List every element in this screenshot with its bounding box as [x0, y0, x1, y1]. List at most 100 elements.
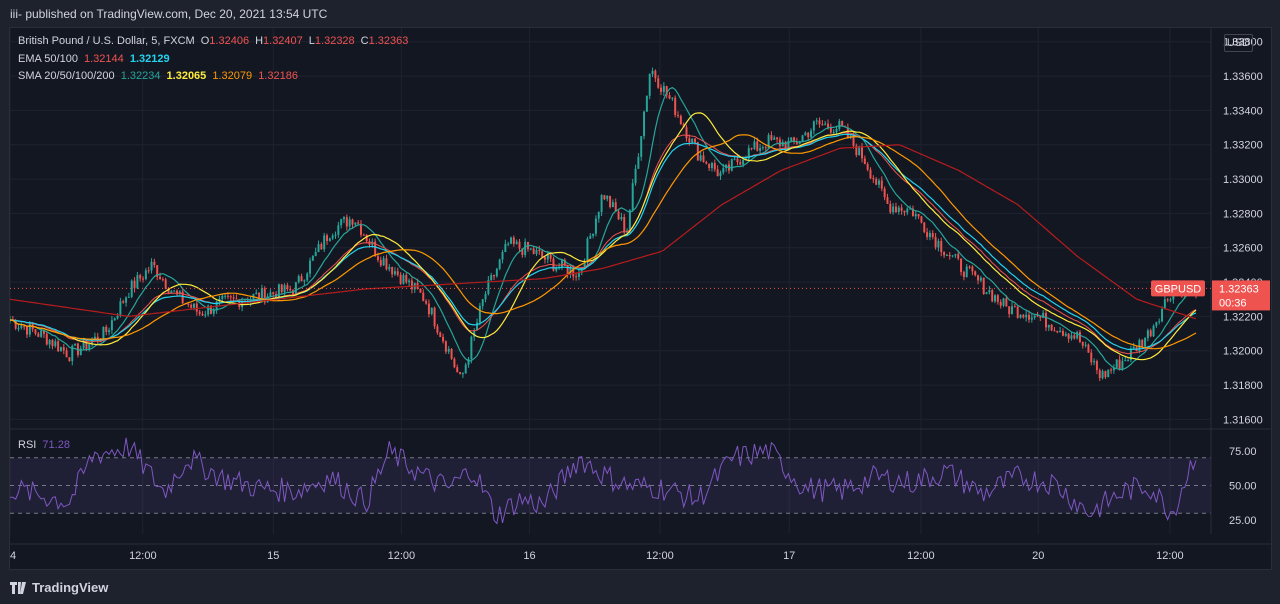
rsi-tick-label: 75.00 — [1229, 446, 1257, 458]
candle-body — [1084, 344, 1087, 346]
candle-body — [982, 277, 985, 295]
candle-body — [393, 271, 396, 275]
candle-body — [759, 148, 762, 151]
candle-body — [464, 364, 467, 374]
ohlc-values: O1.32406 H1.32407 L1.32328 C1.32363 — [201, 35, 415, 47]
candle-body — [886, 197, 889, 204]
candle-body — [93, 336, 96, 341]
candle-body — [1163, 299, 1166, 309]
candle-body — [224, 295, 227, 297]
sma50-line — [10, 112, 1197, 361]
candle-body — [609, 195, 612, 208]
candle-body — [456, 367, 459, 373]
candle-body — [1044, 312, 1047, 328]
candle-body — [280, 284, 283, 293]
candle-body — [105, 326, 108, 332]
candle-body — [490, 275, 493, 280]
candle-body — [524, 241, 527, 255]
candle-body — [677, 115, 679, 117]
candle-body — [795, 141, 798, 144]
candle-body — [917, 214, 920, 217]
candle-body — [133, 280, 136, 289]
candle-body — [62, 347, 65, 351]
symbol-title: British Pound / U.S. Dollar, 5, FXCM — [18, 35, 195, 47]
candle-body — [594, 218, 597, 234]
candle-body — [297, 276, 300, 283]
candle-body — [617, 211, 620, 220]
candle-body — [1093, 361, 1096, 363]
candle-body — [1101, 371, 1104, 379]
candle-body — [235, 298, 238, 300]
candle-body — [869, 169, 872, 179]
price-tick-label: 1.32800 — [1223, 208, 1263, 220]
candle-body — [1005, 298, 1008, 307]
candle-body — [538, 249, 541, 252]
moving-averages — [10, 86, 1197, 370]
candle-body — [807, 132, 810, 138]
candle-body — [909, 208, 912, 210]
candle-body — [1149, 330, 1152, 337]
candle-body — [396, 271, 399, 275]
candle-body — [810, 130, 813, 138]
candle-body — [436, 326, 439, 333]
candle-body — [1141, 340, 1144, 347]
candle-body — [201, 313, 204, 316]
candle-body — [914, 214, 917, 217]
candle-body — [277, 284, 280, 299]
candle-body — [481, 299, 484, 306]
candle-body — [637, 156, 640, 169]
candle-body — [422, 292, 425, 302]
publish-header: iii- published on TradingView.com, Dec 2… — [10, 7, 328, 21]
candle-body — [756, 141, 759, 151]
candle-body — [289, 288, 292, 291]
candle-body — [855, 145, 858, 155]
candle-body — [877, 180, 880, 185]
currency-button[interactable]: USD — [1224, 34, 1253, 52]
candle-body — [487, 279, 490, 294]
ohlc-h: H1.32407 — [255, 35, 303, 47]
candle-body — [1115, 359, 1118, 368]
candle-body — [48, 339, 51, 345]
sma100-line — [10, 134, 1197, 350]
candle-body — [331, 235, 334, 239]
candle-body — [51, 339, 54, 347]
candle-body — [1056, 330, 1059, 333]
candle-body — [999, 301, 1002, 306]
candle-body — [541, 251, 544, 258]
candle-body — [453, 358, 456, 368]
price-tag-countdown: 00:36 — [1219, 297, 1247, 309]
candle-body — [685, 127, 688, 139]
candle-body — [176, 290, 178, 295]
candle-body — [1042, 312, 1045, 318]
candle-body — [931, 233, 934, 237]
candle-body — [911, 208, 914, 217]
candle-body — [507, 243, 510, 245]
candle-body — [688, 138, 691, 143]
candle-body — [827, 123, 830, 128]
candle-body — [207, 305, 210, 315]
candle-body — [606, 195, 609, 200]
candle-body — [708, 163, 711, 169]
candle-body — [861, 146, 863, 159]
candle-body — [1036, 315, 1039, 317]
candle-body — [713, 162, 716, 170]
chart-panel[interactable]: 1.33800 1.33600 1.33400 1.33200 1.33000 1.328… — [9, 27, 1272, 570]
candle-body — [962, 272, 965, 278]
candle-body — [515, 241, 518, 244]
candle-body — [586, 238, 589, 263]
chart-canvas[interactable]: 1.338001.336001.334001.332001.330001.328… — [10, 28, 1271, 569]
candle-body — [408, 280, 411, 283]
candle-body — [1073, 335, 1076, 339]
candle-body — [1047, 324, 1050, 328]
rsi-line — [10, 437, 1197, 525]
candle-body — [603, 195, 606, 200]
candle-body — [719, 172, 722, 177]
candle-body — [1053, 330, 1056, 332]
candle-body — [1022, 314, 1025, 318]
candle-body — [260, 288, 263, 300]
candle-body — [20, 326, 23, 328]
candle-body — [229, 296, 232, 298]
candle-body — [722, 168, 725, 173]
candle-body — [643, 111, 646, 137]
candle-body — [943, 252, 946, 256]
